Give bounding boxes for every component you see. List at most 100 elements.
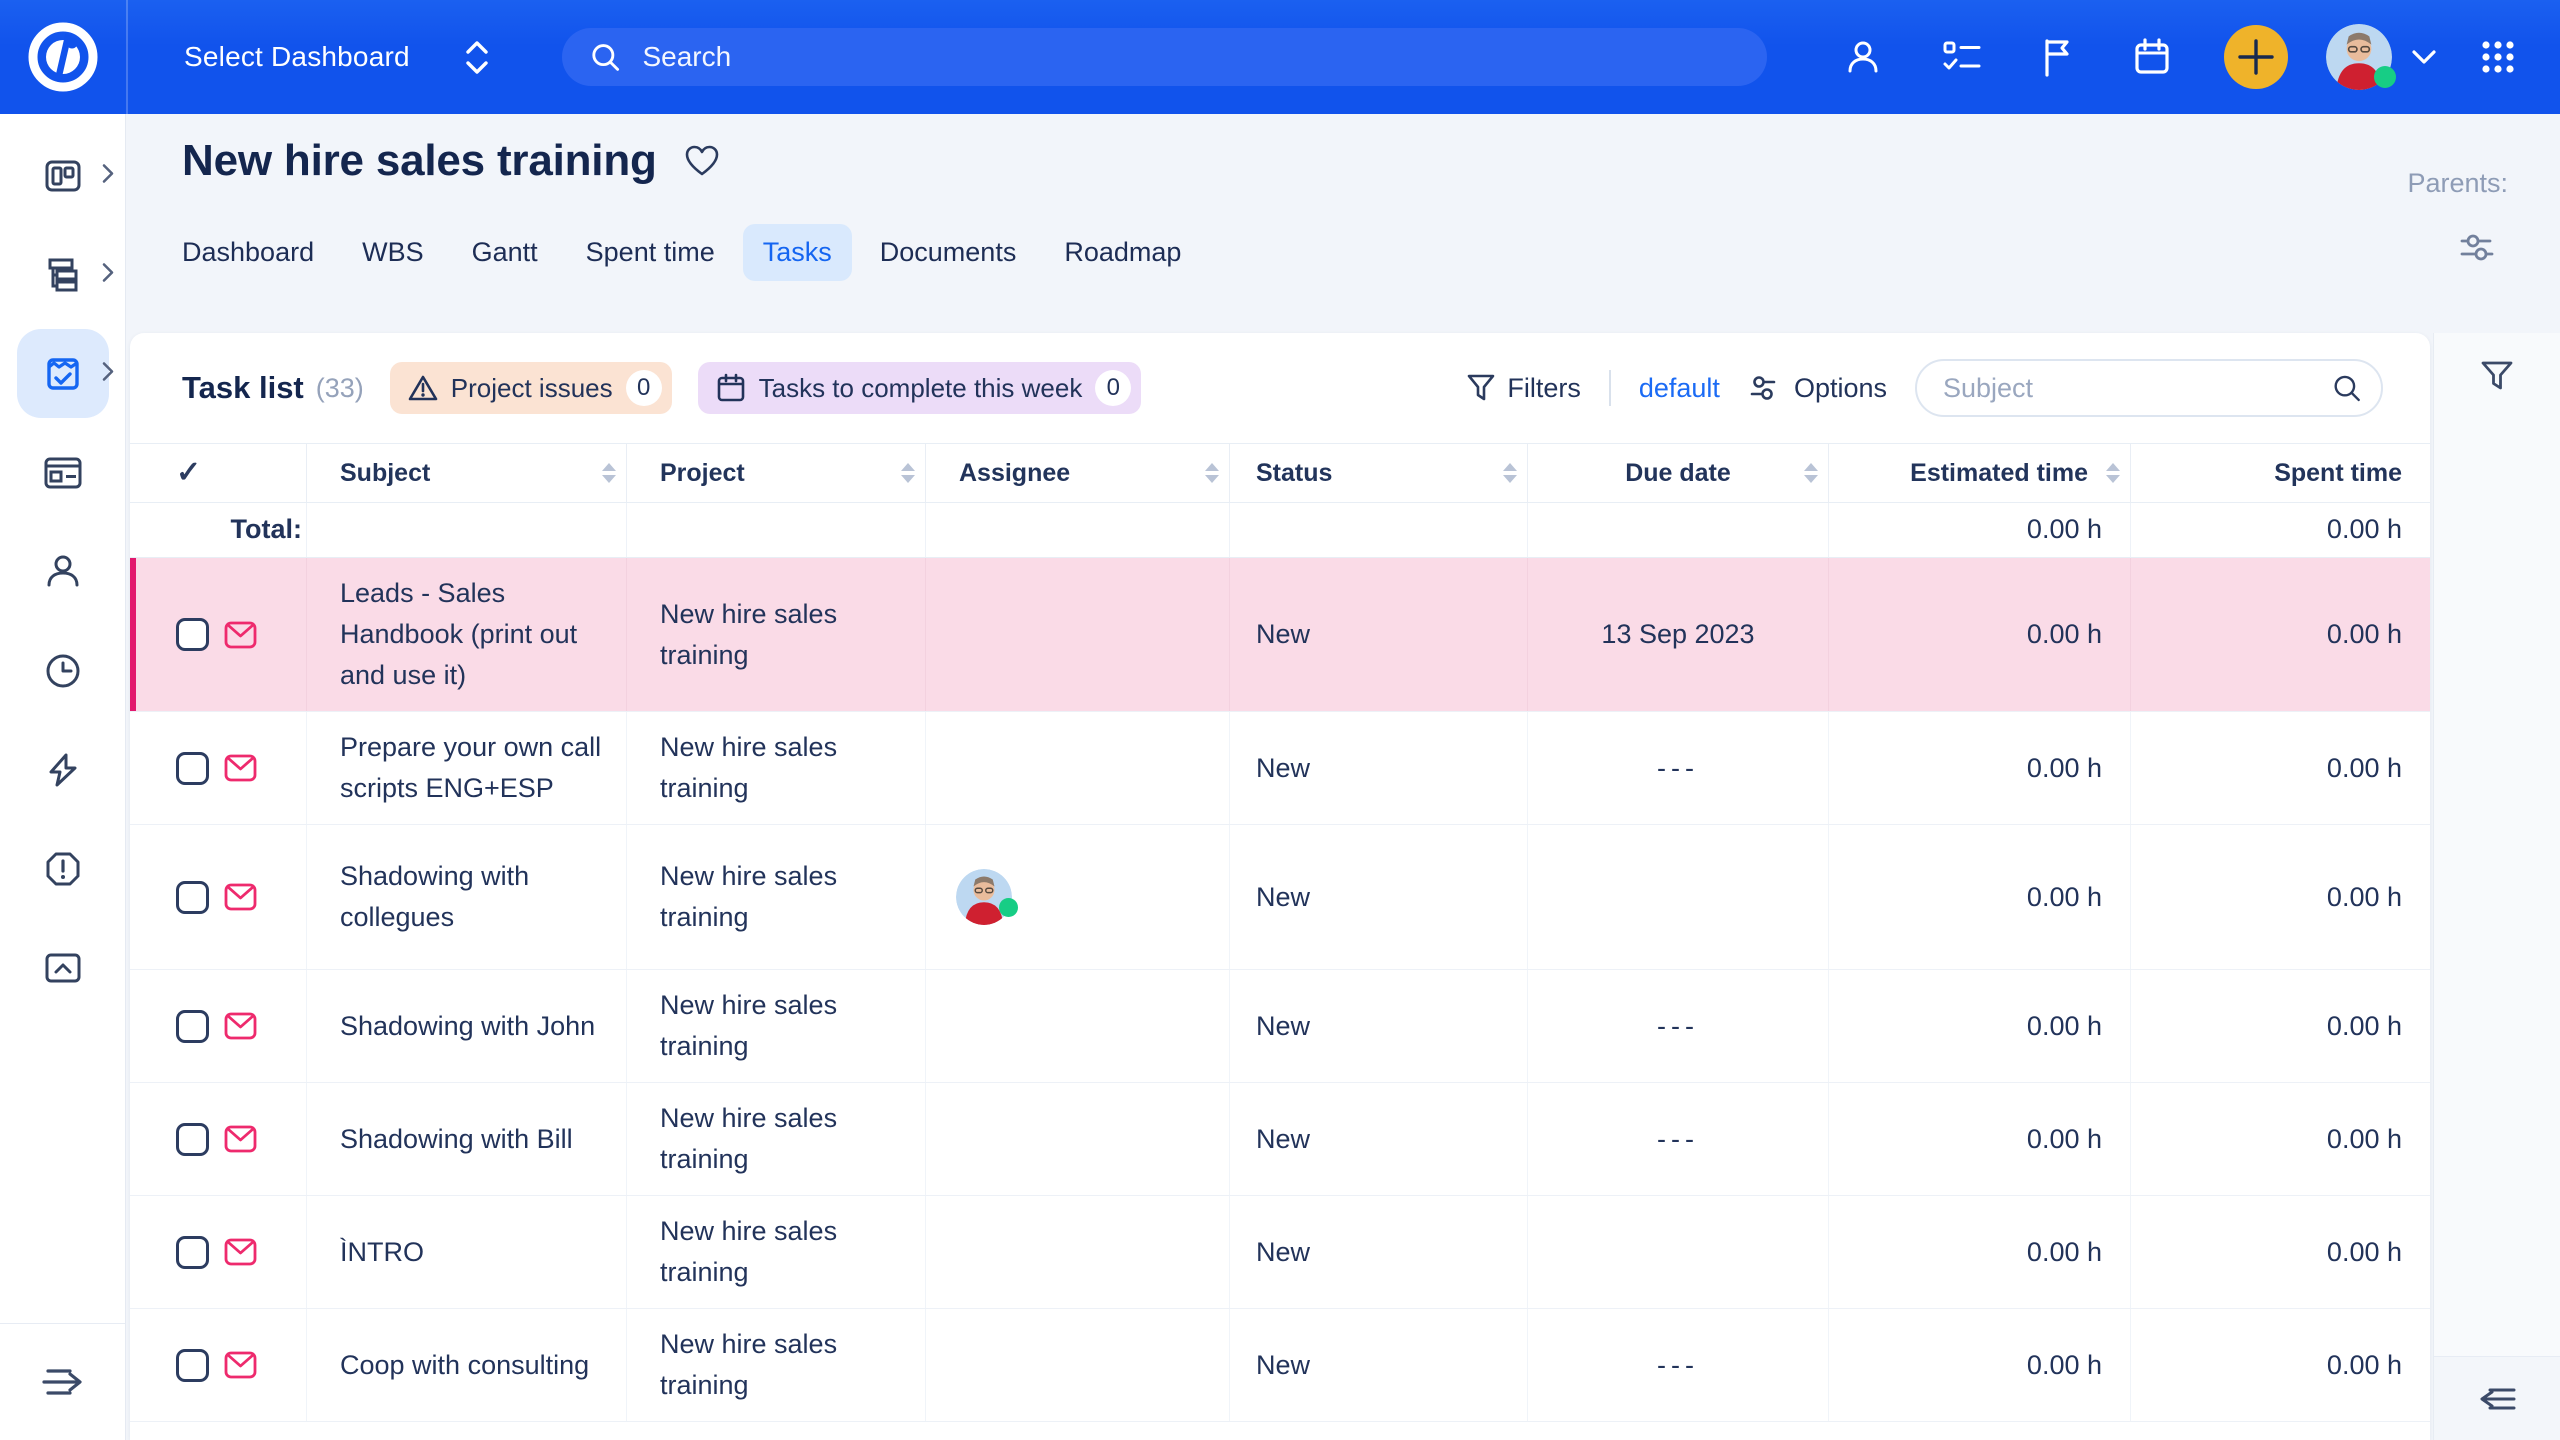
column-header-assignee[interactable]: Assignee — [926, 444, 1230, 502]
task-subject[interactable]: Shadowing with collegues — [307, 825, 627, 970]
task-due-date: --- — [1528, 1083, 1829, 1196]
task-subject[interactable]: Shadowing with John — [307, 970, 627, 1083]
tab-gantt[interactable]: Gantt — [471, 237, 538, 267]
app-logo[interactable] — [0, 0, 128, 114]
sidebar-item-time[interactable] — [0, 621, 125, 720]
mail-icon[interactable] — [224, 754, 257, 782]
task-row[interactable]: Shadowing with John New hire sales train… — [130, 970, 2430, 1084]
column-header-spent-time[interactable]: Spent time — [2274, 459, 2402, 487]
mail-icon[interactable] — [224, 1238, 257, 1266]
expand-sidebar-icon — [41, 1369, 82, 1395]
task-row[interactable]: Prepare your own call scripts ENG+ESP Ne… — [130, 712, 2430, 826]
avatar-photo — [2326, 24, 2392, 90]
task-subject[interactable]: Shadowing with Bill — [307, 1083, 627, 1196]
filter-preset-link[interactable]: default — [1638, 372, 1720, 403]
top-bar: Select Dashboard — [0, 0, 2560, 114]
avatar-chevron-down-icon[interactable] — [2410, 49, 2438, 65]
tab-spent-time[interactable]: Spent time — [585, 237, 715, 267]
panel-filters-button[interactable] — [2480, 359, 2514, 398]
column-header-due-date[interactable]: Due date — [1528, 444, 1829, 502]
task-project: New hire sales training — [627, 1083, 926, 1196]
column-header-subject[interactable]: Subject — [307, 444, 627, 502]
sidebar-item-dashboards[interactable] — [0, 126, 125, 225]
apps-grid-icon[interactable] — [2480, 39, 2516, 75]
header-settings-icon[interactable] — [2460, 232, 2498, 267]
row-checkbox[interactable] — [176, 751, 209, 785]
mail-icon[interactable] — [224, 1012, 257, 1040]
task-status: New — [1230, 1309, 1528, 1422]
box-chevron-up-icon — [45, 953, 80, 982]
row-checkbox[interactable] — [176, 1348, 209, 1382]
collapse-panel-icon — [2480, 1388, 2516, 1409]
favorite-heart-icon[interactable] — [683, 143, 721, 184]
mail-icon[interactable] — [224, 883, 257, 911]
sidebar-expand[interactable] — [0, 1323, 125, 1440]
total-estimated: 0.00 h — [1829, 503, 2131, 557]
task-row[interactable]: Coop with consulting New hire sales trai… — [130, 1309, 2430, 1423]
task-subject[interactable]: ÌNTRO — [307, 1196, 627, 1309]
user-avatar[interactable] — [2326, 24, 2396, 90]
sidebar-item-alerts[interactable] — [0, 819, 125, 918]
mail-icon[interactable] — [224, 1351, 257, 1379]
task-subject[interactable]: Prepare your own call scripts ENG+ESP — [307, 712, 627, 825]
sidebar-item-projects[interactable] — [0, 225, 125, 324]
flag-icon[interactable] — [2040, 37, 2074, 77]
select-dashboard-dropdown[interactable]: Select Dashboard — [184, 40, 492, 75]
profile-icon[interactable] — [1844, 38, 1882, 76]
subject-search[interactable] — [1915, 359, 2383, 417]
mail-icon[interactable] — [224, 621, 257, 649]
mail-icon[interactable] — [224, 1125, 257, 1153]
sidebar-item-users[interactable] — [0, 522, 125, 621]
row-checkbox[interactable] — [176, 1122, 209, 1156]
task-spent: 0.00 h — [2326, 1010, 2402, 1041]
my-tasks-icon[interactable] — [1942, 40, 1982, 74]
row-checkbox[interactable] — [176, 880, 209, 914]
global-search[interactable] — [562, 28, 1767, 86]
task-row[interactable]: Shadowing with collegues New hire sales … — [130, 825, 2430, 971]
task-estimated: 0.00 h — [1829, 970, 2131, 1083]
task-due-date: 13 Sep 2023 — [1528, 558, 1829, 712]
tab-roadmap[interactable]: Roadmap — [1064, 237, 1182, 267]
calendar-icon[interactable] — [2132, 37, 2172, 77]
tasks-this-week-badge[interactable]: Tasks to complete this week 0 — [697, 362, 1142, 414]
task-list-title: Task list — [182, 370, 304, 405]
tasks-this-week-label: Tasks to complete this week — [758, 372, 1083, 403]
options-label: Options — [1793, 372, 1887, 403]
task-subject[interactable]: Coop with consulting — [307, 1309, 627, 1422]
project-issues-label: Project issues — [450, 372, 613, 403]
sidebar-item-tasks[interactable] — [0, 324, 125, 423]
task-row[interactable]: Shadowing with Bill New hire sales train… — [130, 1083, 2430, 1197]
filters-button[interactable]: Filters — [1467, 373, 1581, 404]
lightning-icon — [49, 753, 76, 786]
warning-triangle-icon — [408, 375, 438, 401]
task-row[interactable]: Leads - Sales Handbook (print out and us… — [130, 558, 2430, 713]
row-checkbox[interactable] — [176, 618, 209, 652]
sidebar-item-archive[interactable] — [0, 918, 125, 1017]
table-header-row: ✓ Subject Project Assignee Status — [130, 443, 2430, 503]
select-all-header[interactable]: ✓ — [130, 444, 307, 502]
add-button[interactable] — [2224, 25, 2288, 89]
sidebar-item-boards[interactable] — [0, 423, 125, 522]
task-project: New hire sales training — [627, 1196, 926, 1309]
sidebar-item-quick-actions[interactable] — [0, 720, 125, 819]
active-item-pill — [17, 329, 109, 418]
task-count: (33) — [315, 372, 364, 403]
column-header-estimated-time[interactable]: Estimated time — [1829, 444, 2131, 502]
project-issues-count: 0 — [625, 370, 662, 406]
subject-search-input[interactable] — [1941, 371, 2332, 405]
tab-dashboard[interactable]: Dashboard — [182, 237, 315, 267]
row-checkbox[interactable] — [176, 1009, 209, 1043]
task-subject[interactable]: Leads - Sales Handbook (print out and us… — [307, 558, 627, 712]
options-button[interactable]: Options — [1748, 373, 1887, 404]
tab-tasks[interactable]: Tasks — [742, 224, 852, 281]
tab-documents[interactable]: Documents — [879, 237, 1017, 267]
row-checkbox[interactable] — [176, 1235, 209, 1269]
column-header-project[interactable]: Project — [627, 444, 926, 502]
column-header-status[interactable]: Status — [1230, 444, 1528, 502]
task-status: New — [1230, 1196, 1528, 1309]
task-row[interactable]: ÌNTRO New hire sales training New 0.00 h… — [130, 1196, 2430, 1310]
project-issues-badge[interactable]: Project issues 0 — [389, 362, 672, 414]
global-search-input[interactable] — [640, 40, 1739, 74]
tab-wbs[interactable]: WBS — [362, 237, 424, 267]
panel-collapse-button[interactable] — [2434, 1356, 2560, 1440]
